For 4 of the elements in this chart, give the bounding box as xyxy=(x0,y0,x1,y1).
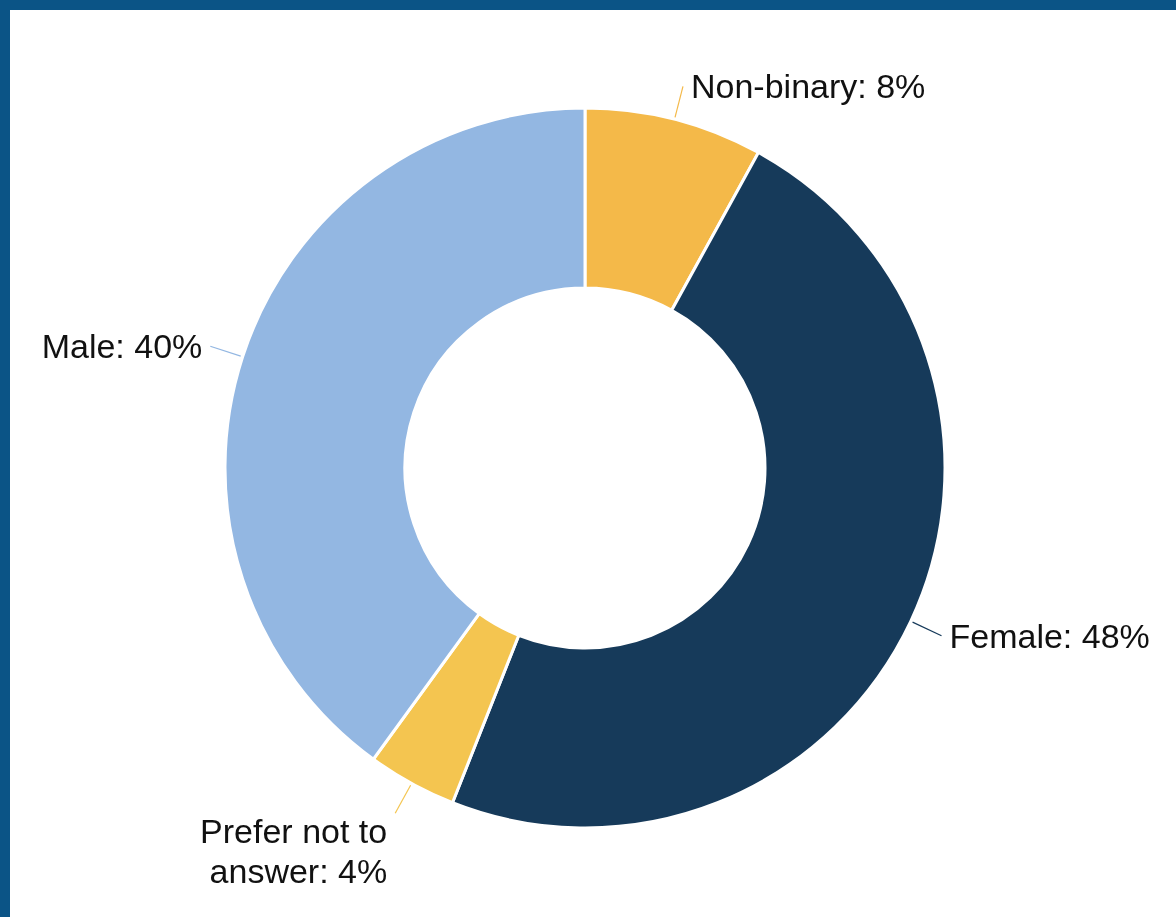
slice-label: Non-binary: 8% xyxy=(690,67,926,106)
slice-label: Female: 48% xyxy=(949,616,1150,655)
slice-label: Prefer not to answer: 4% xyxy=(200,812,388,891)
slice-label: Male: 40% xyxy=(41,327,203,366)
